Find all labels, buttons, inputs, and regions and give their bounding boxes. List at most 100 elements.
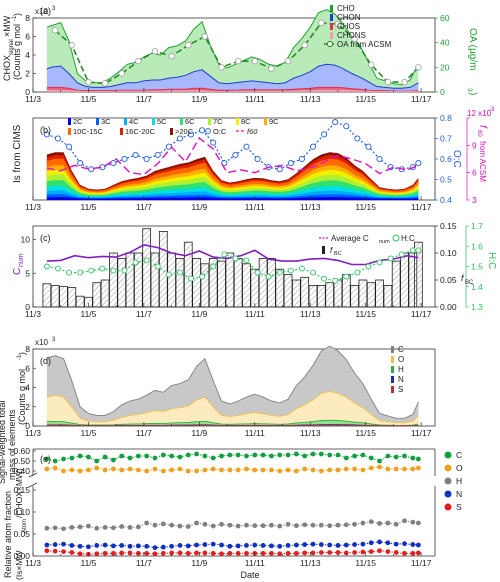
panel-d-legend-swatch-s <box>391 386 394 393</box>
panel-e-point-n <box>152 545 158 551</box>
panel-b-oc-y-tick-label: 0.7 <box>440 134 452 144</box>
panel-c-hc-tick-label: 1.5 <box>471 262 483 272</box>
panel-d-x-tick-label: 11/5 <box>80 428 96 438</box>
panel-e-point-c <box>360 452 366 458</box>
panel-e-point-h <box>318 522 324 528</box>
panel-a-ylabel-exp: -1 <box>12 15 18 21</box>
panel-e-point-c <box>127 455 133 461</box>
panel-c-hc-point <box>265 273 272 280</box>
panel-e-point-h <box>244 522 249 528</box>
panel-c-legend-hc: H:C <box>401 234 415 243</box>
panel-d-ylabel-line3: (Counts g mol <box>17 369 27 425</box>
panel-c-fbc-bar <box>414 241 423 308</box>
panel-c-fbc-y-tick-label: 0.05 <box>440 275 457 285</box>
panel-c-y-tick-label: 0 <box>25 302 30 312</box>
panel-a-oa-point <box>234 57 242 65</box>
panel-c-hc-point <box>66 269 72 276</box>
panel-b-ylabel-f60: f <box>477 125 488 129</box>
panel-e-point-c <box>77 453 83 459</box>
panel-a-right-y-tick-label: 60 <box>440 13 450 23</box>
panel-a-ylabel-sub: signal <box>9 39 15 55</box>
panel-e-point-c <box>402 453 407 459</box>
panel-b-oc-point <box>121 155 128 163</box>
panel-c-hc-point <box>154 263 161 270</box>
panel-b-ylabel-f60-rest: from ACSM <box>478 141 487 182</box>
panel-e-axis-break <box>28 472 38 488</box>
panel-e-point-h <box>360 520 366 526</box>
panel-e-line-s <box>46 550 419 555</box>
panel-b-oc-point <box>143 155 150 163</box>
panel-e-point-h <box>377 521 382 526</box>
panel-e-point-n <box>94 543 100 548</box>
panel-d-ylabel-line2: mass of elements <box>7 409 17 480</box>
panel-b-oc-point <box>187 131 195 138</box>
panel-b-x-tick-label: 11/13 <box>300 202 321 212</box>
panel-b-ylabel-oc: O:C <box>451 150 462 168</box>
panel-e-point-h <box>69 525 75 530</box>
panel-e-legend-marker-o <box>444 464 452 472</box>
panel-b-legend-swatch-10c-15c <box>68 128 71 135</box>
panel-e-point-n <box>402 541 407 547</box>
panel-b-legend-label: 8C <box>241 117 251 126</box>
panel-e-point-o <box>293 468 299 474</box>
panel-d-x-tick-label: 11/9 <box>191 428 207 438</box>
panel-e-point-c <box>135 453 141 459</box>
panel-a-ylabel-right-close: ) <box>467 92 478 95</box>
panel-e-point-o <box>177 466 183 472</box>
panel-b-oc-point <box>65 143 73 150</box>
panel-c-ylabel-fbc-sub: BC <box>465 280 474 286</box>
panel-b-x-tick-label: 11/5 <box>80 202 96 212</box>
panel-e-point-c <box>69 455 75 461</box>
panel-a-right-y-tick-label: 20 <box>440 62 450 72</box>
panel-b-legend-label: 6C <box>185 117 195 126</box>
panel-a-oa-point <box>268 65 275 72</box>
panel-a-oa-point <box>415 64 422 71</box>
panel-b-oc-point <box>199 127 206 134</box>
panel-b-f60-tick-label: 3 <box>472 195 477 205</box>
panel-c-fbc-bar <box>134 252 143 308</box>
panel-e-point-n <box>285 543 291 548</box>
panel-e-point-o <box>252 467 258 473</box>
panel-a-x-tick-label: 11/11 <box>245 94 265 104</box>
panel-e-point-c <box>202 453 208 459</box>
panel-e-point-o <box>152 466 158 472</box>
panel-e-point-c <box>111 457 116 463</box>
panel-e-point-s <box>343 550 349 556</box>
panel-c-x-tick-label: 11/3 <box>25 309 41 319</box>
panel-a-oa-point <box>101 80 109 87</box>
panel-b-legend-swatch-16c-20c <box>120 128 123 135</box>
panel-e-point-s <box>169 550 175 556</box>
panel-d-legend-label: O <box>398 355 404 364</box>
panel-e-ylabel-rest: /CHOX×MW) <box>14 468 24 518</box>
panel-c-hc-point <box>232 255 239 262</box>
panel-a-legend-swatch-cho <box>330 5 333 12</box>
panel-e-legend-label: S <box>456 502 462 512</box>
panel-a-oa-point <box>384 78 392 86</box>
panel-e-point-c <box>235 452 241 458</box>
panel-d-x-tick-label: 11/3 <box>25 428 41 438</box>
panel-e-x-tick-label: 11/11 <box>245 558 265 568</box>
panel-e-point-o <box>318 468 324 474</box>
panel-a-ylabel-mw: ×MW <box>2 15 12 37</box>
panel-e-legend-marker-h <box>444 477 452 485</box>
panel-e-point-n <box>368 540 374 546</box>
panel-e-point-c <box>252 452 258 458</box>
panel-c-fbc-bar <box>125 252 135 308</box>
panel-c-fbc-bar <box>225 252 235 308</box>
panel-b-legend-swatch-3c <box>96 118 99 125</box>
panel-c-hc-point <box>321 275 328 282</box>
panel-e-point-s <box>310 550 316 556</box>
panel-b-oc-point <box>77 160 84 167</box>
panel-e-point-c <box>277 452 283 458</box>
panel-c-hc-point <box>343 273 350 280</box>
panel-e-point-h <box>102 525 108 530</box>
panel-e-point-s <box>335 550 341 555</box>
panel-e-point-c <box>244 453 249 459</box>
panel-e-point-c <box>260 452 266 458</box>
panel-b-legend-oc-marker <box>205 128 211 134</box>
panel-c-fbc-bar <box>325 282 334 308</box>
panel-d-line-o <box>46 390 419 424</box>
panel-e-legend-label: C <box>456 450 462 460</box>
panel-c-fbc-bar <box>366 282 376 308</box>
panel-b-oc-y-tick-label: 0.6 <box>440 154 452 164</box>
